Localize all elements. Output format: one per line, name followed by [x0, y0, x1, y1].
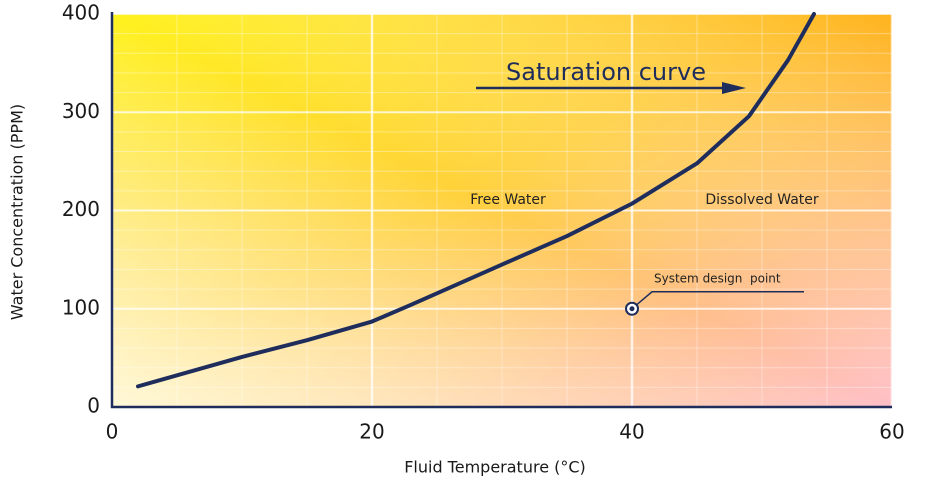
- y-tick-label: 0: [87, 394, 100, 418]
- x-tick-label: 40: [619, 420, 644, 444]
- x-tick-label: 20: [359, 420, 384, 444]
- x-tick-label: 0: [106, 420, 119, 444]
- x-axis-title: Fluid Temperature (°C): [404, 458, 586, 477]
- saturation-curve: [136, 12, 816, 389]
- region-label: Free Water: [470, 192, 546, 208]
- y-tick-label: 100: [62, 295, 100, 319]
- y-tick-label: 300: [62, 99, 100, 123]
- x-tick-label: 60: [879, 420, 904, 444]
- design-point-center: [629, 306, 635, 312]
- arrow-head: [722, 82, 746, 94]
- leader-line: [631, 291, 804, 310]
- region-label: Dissolved Water: [705, 192, 819, 208]
- y-axis-title: Water Concentration (PPM): [8, 104, 27, 320]
- y-tick-label: 400: [62, 1, 100, 25]
- design-point-label: System design point: [654, 271, 781, 285]
- curve-label: Saturation curve: [506, 58, 706, 86]
- y-tick-label: 200: [62, 197, 100, 221]
- marks: [110, 12, 892, 409]
